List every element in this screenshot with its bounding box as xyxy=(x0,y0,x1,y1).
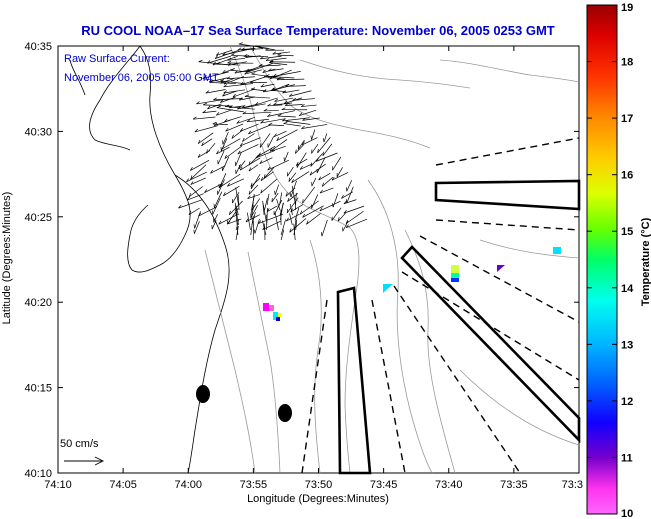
colorbar-label: Temperature (°C) xyxy=(640,217,651,306)
x-tick-label: 73:55 xyxy=(240,479,268,491)
x-tick-label: 74:05 xyxy=(109,479,137,491)
current-legend-label: Raw Surface Current: xyxy=(64,53,170,65)
y-tick-label: 40:10 xyxy=(24,468,52,480)
y-ticks: 40:35 40:30 40:25 40:20 40:15 40:10 xyxy=(24,41,579,480)
colorbar-tick-label: 13 xyxy=(621,339,633,351)
y-axis-label: Latitude (Degrees:Minutes) xyxy=(1,192,13,325)
colorbar-tick-label: 11 xyxy=(621,452,633,464)
bathymetry-contours xyxy=(204,45,580,474)
wedge-east xyxy=(434,179,581,211)
coastline xyxy=(57,45,230,474)
map-title: RU COOL NOAA–17 Sea Surface Temperature:… xyxy=(81,23,555,38)
colorbar-tick-label: 14 xyxy=(621,283,634,295)
x-tick-label: 74:10 xyxy=(44,479,72,491)
colorbar-tick-label: 18 xyxy=(621,57,633,69)
dark-blob-1 xyxy=(196,385,210,403)
scale-label: 50 cm/s xyxy=(60,438,99,450)
colorbar-tick-label: 17 xyxy=(621,113,633,125)
colorbar-tick-label: 19 xyxy=(621,2,633,14)
x-axis-label: Longitude (Degrees:Minutes) xyxy=(247,493,389,505)
y-tick-label: 40:35 xyxy=(24,41,52,53)
wedge-southeast xyxy=(400,245,581,444)
y-tick-label: 40:15 xyxy=(24,383,52,395)
x-tick-label: 73:50 xyxy=(305,479,333,491)
colorbar-ticks: 19 18 17 16 15 14 13 12 11 10 xyxy=(587,2,634,519)
x-ticks: 74:10 74:05 74:00 73:55 73:50 73:45 73:40 73:35… xyxy=(44,46,583,491)
current-legend-time: November 06, 2005 05:00 GMT xyxy=(64,72,219,84)
colorbar-tick-label: 16 xyxy=(621,170,633,182)
sst-pixels xyxy=(263,247,561,321)
surface-current-vectors xyxy=(178,42,368,241)
dashed-rays xyxy=(301,137,580,474)
colorbar-tick-label: 12 xyxy=(621,396,633,408)
x-tick-label: 73:45 xyxy=(370,479,398,491)
y-tick-label: 40:25 xyxy=(24,212,52,224)
sensor-wedges xyxy=(336,179,581,475)
scale-arrow-icon xyxy=(64,456,105,466)
colorbar-tick-label: 10 xyxy=(621,508,633,519)
colorbar-tick-label: 15 xyxy=(621,226,633,238)
x-tick-label: 74:00 xyxy=(174,479,202,491)
y-tick-label: 40:20 xyxy=(24,297,52,309)
colorbar xyxy=(586,4,618,515)
y-tick-label: 40:30 xyxy=(24,126,52,138)
dark-blob-2 xyxy=(278,404,292,422)
plot-frame xyxy=(57,45,580,474)
wedge-south xyxy=(336,286,372,475)
x-tick-label: 73:3 xyxy=(562,479,583,491)
x-tick-label: 73:35 xyxy=(500,479,528,491)
x-tick-label: 73:40 xyxy=(435,479,463,491)
